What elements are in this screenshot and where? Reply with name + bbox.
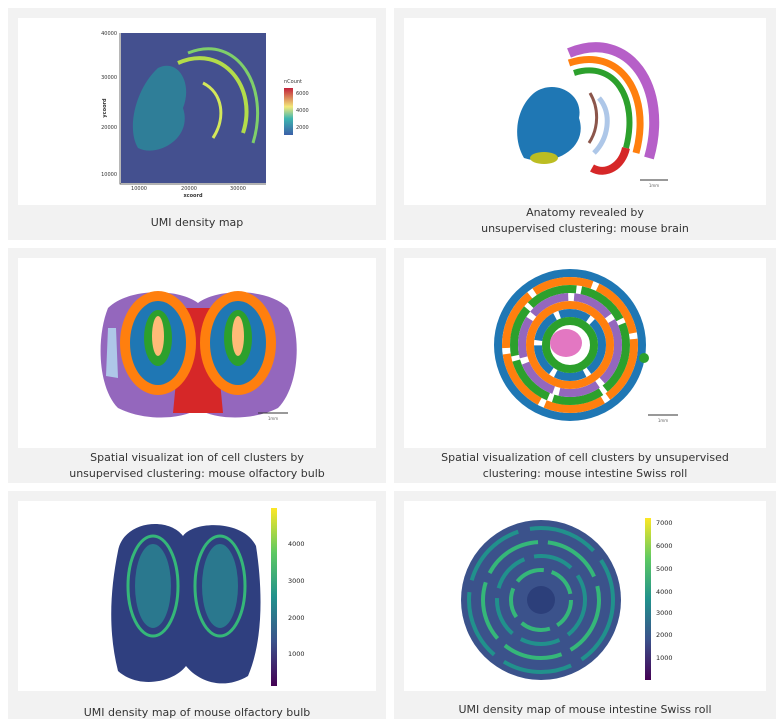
legend-tick-label: 1000 — [288, 650, 305, 658]
caption: clustering: mouse intestine Swiss roll — [483, 467, 688, 480]
legend-tick-label: 2000 — [296, 125, 309, 131]
x-tick-label: 30000 — [230, 186, 246, 192]
panel: 7000 6000 5000 4000 3000 2000 1000 UMI d… — [394, 491, 776, 719]
tissue — [530, 152, 558, 164]
legend-tick-label: 6000 — [656, 542, 673, 550]
tissue — [135, 544, 171, 628]
panel-image: 7000 6000 5000 4000 3000 2000 1000 UMI d… — [394, 491, 776, 719]
tissue — [106, 328, 118, 378]
tissue — [152, 316, 164, 356]
panel-image: 1mm Anatomy revealed by unsupervised clu… — [394, 8, 776, 240]
colorbar — [645, 518, 651, 680]
panel-image: 1mm Spatial visualizat ion of cell clust… — [8, 248, 386, 483]
caption: UMI density map of mouse olfactory bulb — [84, 706, 311, 719]
x-axis-label: xcoord — [183, 193, 203, 199]
caption: unsupervised clustering: mouse brain — [481, 222, 689, 235]
scale-label: 1mm — [658, 418, 668, 423]
legend-tick-label: 4000 — [296, 108, 309, 114]
legend-tick-label: 2000 — [288, 614, 305, 622]
tissue — [111, 524, 260, 683]
panel-image: 40000 30000 20000 10000 10000 20000 3000… — [8, 8, 386, 240]
legend-tick-label: 6000 — [296, 91, 309, 97]
tissue — [639, 353, 649, 363]
legend-tick-label: 3000 — [656, 609, 673, 617]
caption: Spatial visualization of cell clusters b… — [441, 451, 729, 464]
tissue — [232, 316, 244, 356]
panel: 1mm Spatial visualization of cell cluste… — [394, 248, 776, 483]
panel: 1mm Spatial visualizat ion of cell clust… — [8, 248, 386, 483]
colorbar — [271, 508, 277, 686]
legend-tick-label: 3000 — [288, 577, 305, 585]
caption: Anatomy revealed by — [526, 206, 644, 219]
y-tick-label: 30000 — [101, 75, 117, 81]
y-tick-label: 20000 — [101, 125, 117, 131]
y-tick-label: 40000 — [101, 31, 117, 37]
legend-tick-label: 4000 — [656, 588, 673, 596]
x-tick-label: 20000 — [181, 186, 197, 192]
caption: unsupervised clustering: mouse olfactory… — [69, 467, 325, 480]
caption: UMI density map of mouse intestine Swiss… — [458, 703, 711, 716]
panel: 1mm Anatomy revealed by unsupervised clu… — [394, 8, 776, 240]
panel: 4000 3000 2000 1000 UMI density map of m… — [8, 491, 386, 719]
legend-tick-label: 1000 — [656, 654, 673, 662]
panel-image: 1mm Spatial visualization of cell cluste… — [394, 248, 776, 483]
page: { "panels": [ { "caption": ["UMI density… — [0, 0, 784, 727]
caption: Spatial visualizat ion of cell clusters … — [90, 451, 304, 464]
legend-tick-label: 4000 — [288, 540, 305, 548]
y-tick-label: 10000 — [101, 172, 117, 178]
tissue — [202, 544, 238, 628]
caption: UMI density map — [151, 216, 244, 229]
tissue — [550, 329, 582, 357]
tissue — [527, 586, 555, 614]
panel: 40000 30000 20000 10000 10000 20000 3000… — [8, 8, 386, 240]
x-tick-label: 10000 — [131, 186, 147, 192]
scale-label: 1mm — [649, 183, 659, 188]
legend-tick-label: 5000 — [656, 565, 673, 573]
y-axis-label: ycoord — [102, 98, 108, 118]
panel-image: 4000 3000 2000 1000 UMI density map of m… — [8, 491, 386, 719]
colorbar — [284, 88, 293, 135]
legend-tick-label: 7000 — [656, 519, 673, 527]
legend-tick-label: 2000 — [656, 631, 673, 639]
scale-label: 1mm — [268, 416, 278, 421]
legend-title: nCount — [284, 79, 302, 85]
